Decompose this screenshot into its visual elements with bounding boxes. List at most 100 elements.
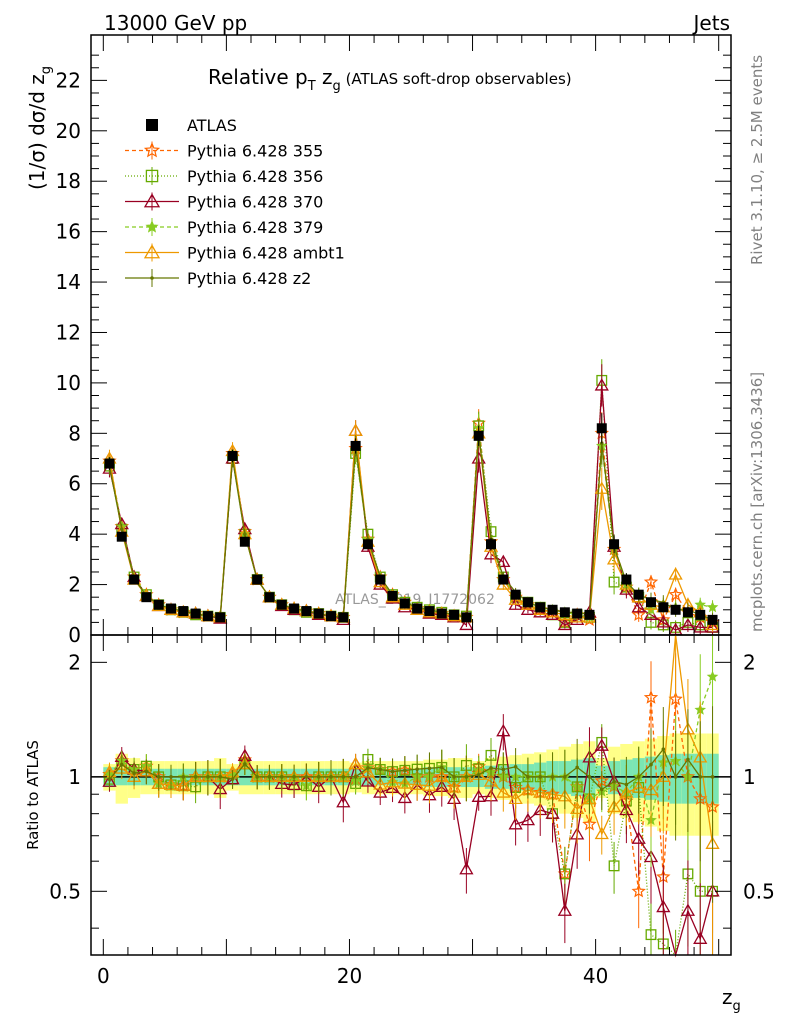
series-marker [599, 441, 604, 446]
data-point [276, 599, 287, 610]
ratio-y-tick-label-right: 0.5 [743, 879, 775, 903]
series-marker [649, 762, 653, 767]
legend-label: ATLAS [187, 116, 237, 135]
ratio-y-tick-label-right: 1 [743, 765, 756, 789]
series-marker [631, 831, 646, 844]
main-y-axis: 0 2 4 6 8 10 12 14 16 18 20 22 [56, 54, 731, 647]
series-marker [693, 620, 708, 633]
series-marker [181, 775, 186, 779]
data-point [596, 423, 607, 434]
series-marker [587, 775, 592, 779]
series-marker [243, 532, 247, 536]
data-point [227, 451, 238, 462]
ratio-series-line [109, 742, 713, 957]
rivet-label: Rivet 3.1.10, ≥ 2.5M events [748, 55, 766, 265]
main-y-tick-label: 22 [56, 68, 81, 92]
series-marker [360, 774, 376, 787]
data-point [609, 539, 620, 550]
data-point [153, 599, 164, 610]
category-label: Jets [692, 11, 730, 35]
ratio-y-tick-label-right: 2 [743, 650, 756, 674]
series-marker [668, 587, 683, 601]
main-y-tick-label: 10 [56, 371, 81, 395]
series-marker [373, 777, 388, 790]
series-marker [403, 768, 407, 773]
series-marker [575, 765, 579, 770]
data-point [461, 612, 472, 623]
data-point [190, 608, 201, 619]
x-tick-label: 40 [583, 964, 608, 988]
series-marker [496, 723, 511, 737]
series-marker [144, 769, 149, 774]
series-marker [119, 527, 124, 531]
data-point [362, 539, 373, 550]
data-point [313, 608, 324, 619]
title-rest: (ATLAS soft-drop observables) [341, 70, 572, 88]
x-tick-label: 20 [337, 964, 362, 988]
legend-marker [146, 119, 158, 131]
series-marker [594, 826, 609, 840]
series-marker [452, 775, 456, 779]
series-marker [143, 244, 161, 259]
ratio-series-5 [107, 706, 715, 903]
legend-label: Pythia 6.428 z2 [187, 269, 311, 288]
series-marker [645, 929, 657, 941]
data-point [646, 597, 656, 608]
title-sub-g: g [333, 79, 341, 94]
data-point [449, 609, 460, 620]
legend-label: Pythia 6.428 355 [187, 142, 323, 161]
series-marker [606, 799, 622, 813]
series-marker [636, 775, 641, 779]
main-panel: 0 2 4 6 8 10 12 14 16 18 20 22 [56, 34, 732, 647]
data-point [510, 589, 521, 600]
series-marker [145, 169, 159, 183]
series-marker [218, 775, 223, 779]
ratio-frame [90, 634, 732, 956]
series-marker [373, 785, 388, 798]
series-marker [336, 794, 351, 808]
series-marker [410, 777, 425, 791]
legend-label: Pythia 6.428 ambt1 [187, 244, 345, 263]
main-y-tick-label: 6 [68, 472, 81, 496]
data-point [166, 603, 176, 614]
series-marker [608, 860, 620, 872]
data-point [104, 458, 115, 469]
series-marker [643, 690, 659, 704]
series-marker [119, 762, 124, 767]
ratio-y-tick-label: 2 [68, 650, 81, 674]
series-marker [594, 378, 609, 391]
main-y-tick-label: 0 [68, 623, 81, 647]
data-point [658, 602, 669, 613]
data-point [178, 606, 189, 617]
series-marker [550, 775, 555, 779]
series-marker [132, 771, 136, 775]
series-marker [341, 775, 346, 779]
series-marker [390, 769, 395, 774]
series-marker [169, 775, 173, 779]
series-marker [526, 775, 530, 779]
main-x-ticks [102, 35, 720, 635]
data-point [621, 574, 632, 585]
series-marker [489, 766, 493, 770]
ratio-series-line [109, 747, 713, 791]
series-marker [107, 777, 112, 782]
data-point [338, 612, 349, 623]
mcplots-label: mcplots.cern.ch [arXiv:1306.3436] [748, 372, 766, 632]
x-tick-label: 0 [97, 964, 110, 988]
series-marker [143, 193, 161, 208]
series-marker [156, 775, 161, 779]
data-point [264, 592, 275, 603]
data-point [572, 608, 583, 619]
data-point [239, 536, 250, 547]
series-marker [606, 552, 622, 565]
series-marker [599, 787, 604, 792]
series-marker [150, 276, 154, 280]
ratio-y-tick-label: 0.5 [49, 879, 81, 903]
series-marker [476, 772, 481, 777]
analysis-watermark: ATLAS_2019_I1772062 [335, 592, 495, 608]
title-z: z [316, 65, 333, 89]
series-marker [145, 220, 159, 233]
series-marker [631, 883, 646, 898]
series-marker [496, 785, 511, 798]
